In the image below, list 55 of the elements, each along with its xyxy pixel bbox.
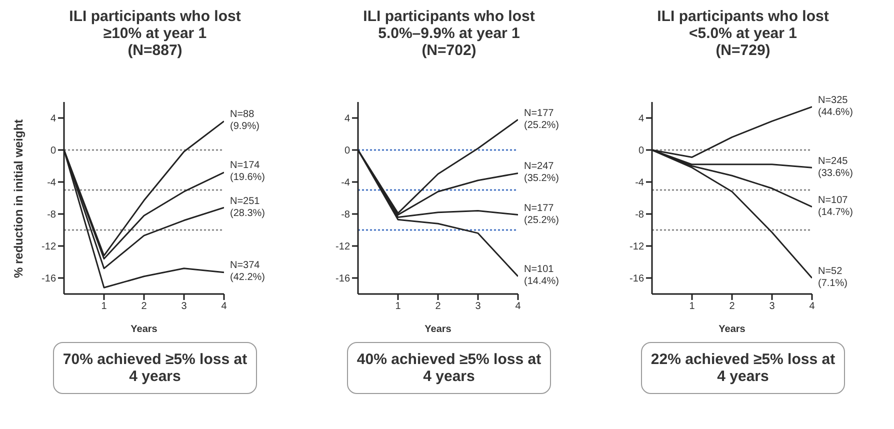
y-tick-label: -12 [42, 242, 56, 253]
x-tick-label: 2 [435, 301, 442, 312]
text: 40% achieved ≥5% loss at 4 years [347, 342, 551, 394]
chart-title: ILI participants who lost 5.0%–9.9% at year 1 [362, 8, 536, 42]
x-tick-label: 4 [515, 301, 522, 312]
y-tick-label: 4 [638, 114, 644, 125]
series-label: N=101 (14.4%) [524, 264, 560, 288]
chart-subtitle: (N=729) [714, 42, 772, 59]
chart-subtitle: (N=702) [420, 42, 478, 59]
y-tick-label: -4 [635, 178, 644, 189]
series-label: N=88 (9.9%) [230, 109, 260, 134]
y-axis-title: % reduction in initial weight [11, 119, 26, 278]
y-tick-label: -8 [47, 210, 56, 221]
x-axis-title: Years [424, 324, 452, 335]
x-tick-label: 1 [101, 301, 108, 312]
y-tick-label: 0 [50, 146, 56, 157]
chart-subtitle: (N=887) [126, 42, 184, 59]
series-label: N=374 (42.2%) [230, 260, 266, 284]
series-label: N=177 (25.2%) [524, 108, 560, 132]
chart-title: ILI participants who lost <5.0% at year 1 [656, 8, 830, 42]
series-label: N=245 (33.6%) [818, 156, 854, 180]
x-axis-title: Years [718, 324, 746, 335]
y-tick-label: -16 [42, 274, 56, 285]
y-tick-label: -4 [341, 178, 350, 189]
x-tick-label: 2 [729, 301, 736, 312]
y-tick-label: 0 [638, 146, 644, 157]
x-axis-title: Years [130, 324, 158, 335]
y-tick-label: -12 [336, 242, 350, 253]
y-tick-label: -4 [47, 178, 56, 189]
y-tick-label: -16 [630, 274, 644, 285]
x-tick-label: 3 [769, 301, 776, 312]
y-tick-label: -8 [635, 210, 644, 221]
series-label: N=177 (25.2%) [524, 202, 560, 227]
series-label: N=107 (14.7%) [818, 194, 854, 219]
series-label: N=251 (28.3%) [230, 196, 266, 220]
y-tick-label: -8 [341, 210, 350, 221]
chart-title: ILI participants who lost ≥10% at year 1 [68, 8, 242, 42]
x-tick-label: 1 [395, 301, 402, 312]
x-tick-label: 3 [475, 301, 482, 312]
series-label: N=52 (7.1%) [818, 266, 848, 290]
y-tick-label: 4 [344, 114, 350, 125]
y-tick-label: -16 [336, 274, 350, 285]
x-tick-label: 3 [181, 301, 188, 312]
x-tick-label: 4 [809, 301, 816, 312]
series-label: N=174 (19.6%) [230, 160, 266, 184]
series-label: N=247 (35.2%) [524, 161, 560, 186]
y-tick-label: 4 [50, 114, 56, 125]
text: 22% achieved ≥5% loss at 4 years [641, 342, 845, 394]
x-tick-label: 1 [689, 301, 696, 312]
x-tick-label: 4 [221, 301, 228, 312]
y-tick-label: 0 [344, 146, 350, 157]
y-tick-label: -12 [630, 242, 644, 253]
x-tick-label: 2 [141, 301, 148, 312]
text: 70% achieved ≥5% loss at 4 years [53, 342, 257, 394]
series-label: N=325 (44.6%) [818, 94, 854, 119]
